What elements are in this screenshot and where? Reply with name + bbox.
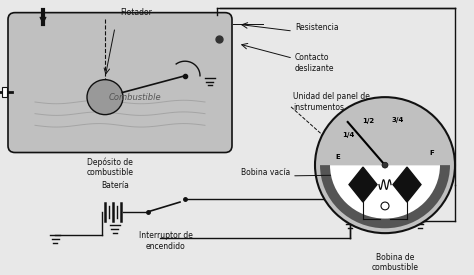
Text: Depósito de
combustible: Depósito de combustible	[86, 157, 134, 177]
Text: F: F	[429, 150, 434, 156]
Text: Combustible: Combustible	[109, 93, 161, 102]
Circle shape	[381, 202, 389, 210]
Text: 1/2: 1/2	[363, 118, 374, 124]
Text: 1/4: 1/4	[342, 132, 355, 138]
Text: Unidad del panel de
instrumentos: Unidad del panel de instrumentos	[293, 92, 370, 112]
Text: 3/4: 3/4	[391, 117, 403, 123]
Text: Interruptor de
encendido: Interruptor de encendido	[139, 231, 193, 251]
Wedge shape	[320, 165, 450, 228]
Text: Flotador: Flotador	[120, 7, 152, 16]
Wedge shape	[330, 165, 440, 219]
Circle shape	[382, 162, 388, 168]
Text: Batería: Batería	[101, 182, 129, 190]
Bar	[2, 87, 7, 97]
Circle shape	[87, 80, 123, 115]
Circle shape	[315, 97, 455, 233]
Polygon shape	[393, 167, 421, 202]
Text: Bobina de
combustible: Bobina de combustible	[372, 252, 419, 272]
Polygon shape	[349, 167, 377, 202]
Text: Resistencia: Resistencia	[295, 23, 338, 32]
Text: E: E	[335, 154, 340, 160]
FancyBboxPatch shape	[8, 13, 232, 153]
Text: Bobina vacía: Bobina vacía	[241, 168, 290, 177]
Text: Contacto
deslizante: Contacto deslizante	[295, 53, 335, 73]
